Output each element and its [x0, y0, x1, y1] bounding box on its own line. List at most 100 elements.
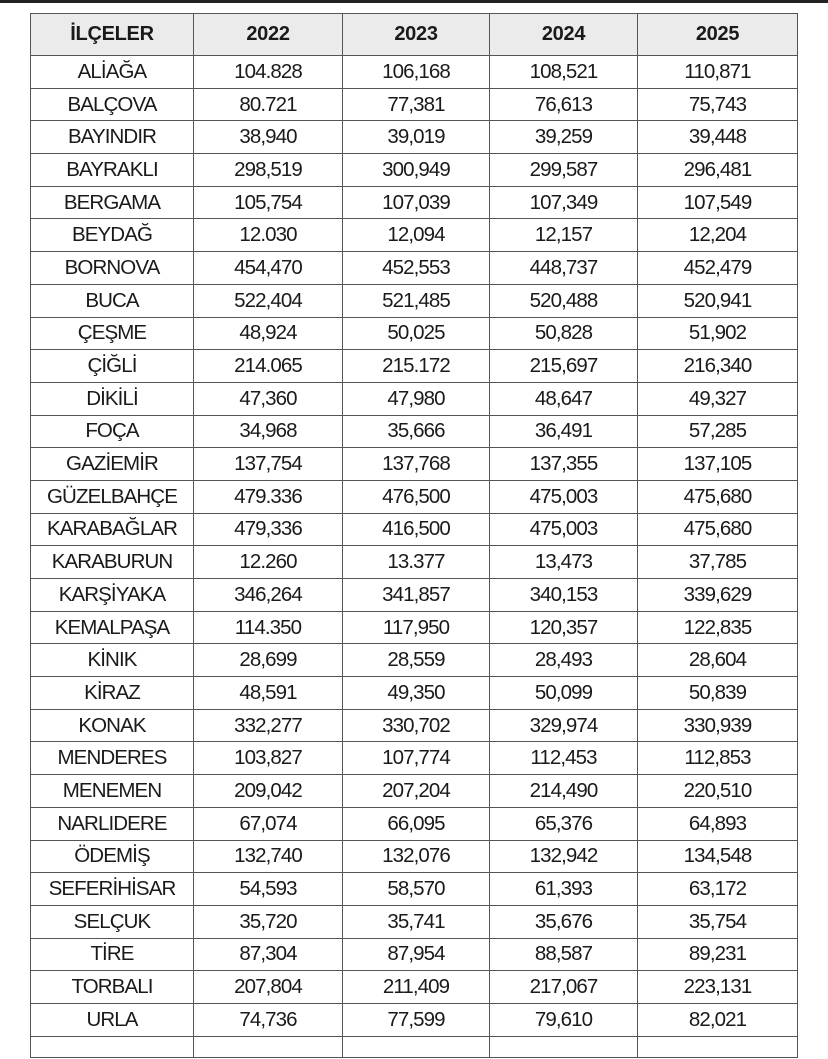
population-cell-year-2024: 340,153 — [489, 578, 638, 612]
district-name-cell: KARABURUN — [30, 545, 194, 579]
population-cell-year-2025: 75,743 — [637, 87, 798, 122]
district-name-cell: KİRAZ — [30, 676, 194, 710]
population-cell-year-2023: 341,857 — [342, 578, 490, 612]
district-population-table: İLÇELER 2022 2023 2024 2025 ALİAĞA 104.828 106… — [30, 13, 798, 1058]
population-cell-year-2022: 80.721 — [193, 87, 343, 122]
population-cell-year-2025: 296,481 — [637, 153, 798, 187]
population-cell-year-2025: 137,105 — [637, 447, 798, 481]
population-cell-year-2022: 48,924 — [193, 316, 343, 351]
table-row: KİNIK 28,699 28,559 28,493 28,604 — [30, 643, 798, 678]
population-cell-year-2024: 39,259 — [489, 120, 638, 155]
table-row: BEYDAĞ 12.030 12,094 12,157 12,204 — [30, 218, 798, 253]
population-cell-year-2022: 38,940 — [193, 120, 343, 155]
population-cell-year-2022: 479.336 — [193, 479, 343, 514]
population-cell-year-2024: 48,647 — [489, 381, 638, 416]
population-cell-year-2022: 137,754 — [193, 447, 343, 481]
population-cell-year-2025: 51,902 — [637, 316, 798, 351]
population-cell-year-2025: 39,448 — [637, 120, 798, 155]
population-cell-year-2024: 520,488 — [489, 283, 638, 318]
population-cell-year-2024: 137,355 — [489, 447, 638, 481]
table-row: GAZİEMİR 137,754 137,768 137,355 137,105 — [30, 447, 798, 481]
district-name-cell: KONAK — [30, 708, 194, 743]
population-cell-year-2022: 104.828 — [193, 55, 343, 89]
table-row: BALÇOVA 80.721 77,381 76,613 75,743 — [30, 87, 798, 122]
district-name-cell: URLA — [30, 1002, 194, 1037]
table-row: BAYINDIR 38,940 39,019 39,259 39,448 — [30, 120, 798, 155]
table-row: KEMALPAŞA 114.350 117,950 120,357 122,835 — [30, 610, 798, 645]
population-cell-year-2022: 47,360 — [193, 381, 343, 416]
population-cell-year-2023: 215.172 — [342, 349, 490, 383]
population-cell-year-2022: 209,042 — [193, 774, 343, 808]
population-cell-year-2025: 107,549 — [637, 185, 798, 220]
empty-cell — [637, 1035, 798, 1058]
table-row: KONAK 332,277 330,702 329,974 330,939 — [30, 708, 798, 743]
population-cell-year-2025: 50,839 — [637, 676, 798, 710]
population-cell-year-2022: 132,740 — [193, 839, 343, 874]
population-cell-year-2023: 416,500 — [342, 512, 490, 547]
population-cell-year-2023: 66,095 — [342, 806, 490, 841]
population-cell-year-2023: 49,350 — [342, 676, 490, 710]
population-cell-year-2025: 122,835 — [637, 610, 798, 645]
table-row: BUCA 522,404 521,485 520,488 520,941 — [30, 283, 798, 318]
population-cell-year-2024: 475,003 — [489, 512, 638, 547]
population-cell-year-2024: 112,453 — [489, 741, 638, 776]
table-row: ALİAĞA 104.828 106,168 108,521 110,871 — [30, 55, 798, 89]
district-name-cell: BERGAMA — [30, 185, 194, 220]
table-row: KARABAĞLAR 479,336 416,500 475,003 475,680 — [30, 512, 798, 547]
population-cell-year-2023: 476,500 — [342, 479, 490, 514]
population-cell-year-2022: 34,968 — [193, 414, 343, 449]
population-cell-year-2025: 452,479 — [637, 251, 798, 285]
table-row: BERGAMA 105,754 107,039 107,349 107,549 — [30, 185, 798, 220]
population-cell-year-2023: 35,666 — [342, 414, 490, 449]
population-cell-year-2023: 77,599 — [342, 1002, 490, 1037]
population-cell-year-2022: 479,336 — [193, 512, 343, 547]
population-cell-year-2022: 346,264 — [193, 578, 343, 612]
population-cell-year-2023: 28,559 — [342, 643, 490, 678]
district-name-cell: ÇİĞLİ — [30, 349, 194, 383]
population-cell-year-2022: 114.350 — [193, 610, 343, 645]
district-name-cell: DİKİLİ — [30, 381, 194, 416]
population-cell-year-2023: 107,039 — [342, 185, 490, 220]
district-name-cell: KARŞİYAKA — [30, 578, 194, 612]
population-cell-year-2025: 37,785 — [637, 545, 798, 579]
population-cell-year-2025: 134,548 — [637, 839, 798, 874]
population-cell-year-2025: 49,327 — [637, 381, 798, 416]
district-name-cell: BALÇOVA — [30, 87, 194, 122]
population-cell-year-2023: 50,025 — [342, 316, 490, 351]
population-cell-year-2022: 35,720 — [193, 904, 343, 939]
district-name-cell: NARLIDERE — [30, 806, 194, 841]
population-cell-year-2025: 28,604 — [637, 643, 798, 678]
population-cell-year-2022: 54,593 — [193, 872, 343, 906]
population-cell-year-2025: 63,172 — [637, 872, 798, 906]
population-cell-year-2025: 330,939 — [637, 708, 798, 743]
table-row: FOÇA 34,968 35,666 36,491 57,285 — [30, 414, 798, 449]
population-cell-year-2025: 520,941 — [637, 283, 798, 318]
population-cell-year-2022: 12.260 — [193, 545, 343, 579]
population-cell-year-2022: 48,591 — [193, 676, 343, 710]
table-row: KİRAZ 48,591 49,350 50,099 50,839 — [30, 676, 798, 710]
district-name-cell: GÜZELBAHÇE — [30, 479, 194, 514]
population-cell-year-2023: 137,768 — [342, 447, 490, 481]
population-cell-year-2024: 76,613 — [489, 87, 638, 122]
district-name-cell: MENDERES — [30, 741, 194, 776]
population-cell-year-2022: 67,074 — [193, 806, 343, 841]
table-row: TİRE 87,304 87,954 88,587 89,231 — [30, 937, 798, 972]
top-edge-bar — [0, 0, 828, 3]
table-row: BAYRAKLI 298,519 300,949 299,587 296,481 — [30, 153, 798, 187]
table-row: MENEMEN 209,042 207,204 214,490 220,510 — [30, 774, 798, 808]
population-cell-year-2023: 117,950 — [342, 610, 490, 645]
district-name-cell: BAYINDIR — [30, 120, 194, 155]
population-cell-year-2025: 339,629 — [637, 578, 798, 612]
table-row: URLA 74,736 77,599 79,610 82,021 — [30, 1002, 798, 1037]
empty-cell — [193, 1035, 343, 1058]
population-cell-year-2024: 132,942 — [489, 839, 638, 874]
empty-cell — [342, 1035, 490, 1058]
column-header-year-2024: 2024 — [489, 13, 638, 56]
population-cell-year-2022: 454,470 — [193, 251, 343, 285]
population-cell-year-2025: 57,285 — [637, 414, 798, 449]
population-cell-year-2024: 475,003 — [489, 479, 638, 514]
population-cell-year-2025: 64,893 — [637, 806, 798, 841]
population-cell-year-2023: 452,553 — [342, 251, 490, 285]
population-cell-year-2022: 522,404 — [193, 283, 343, 318]
population-cell-year-2025: 220,510 — [637, 774, 798, 808]
